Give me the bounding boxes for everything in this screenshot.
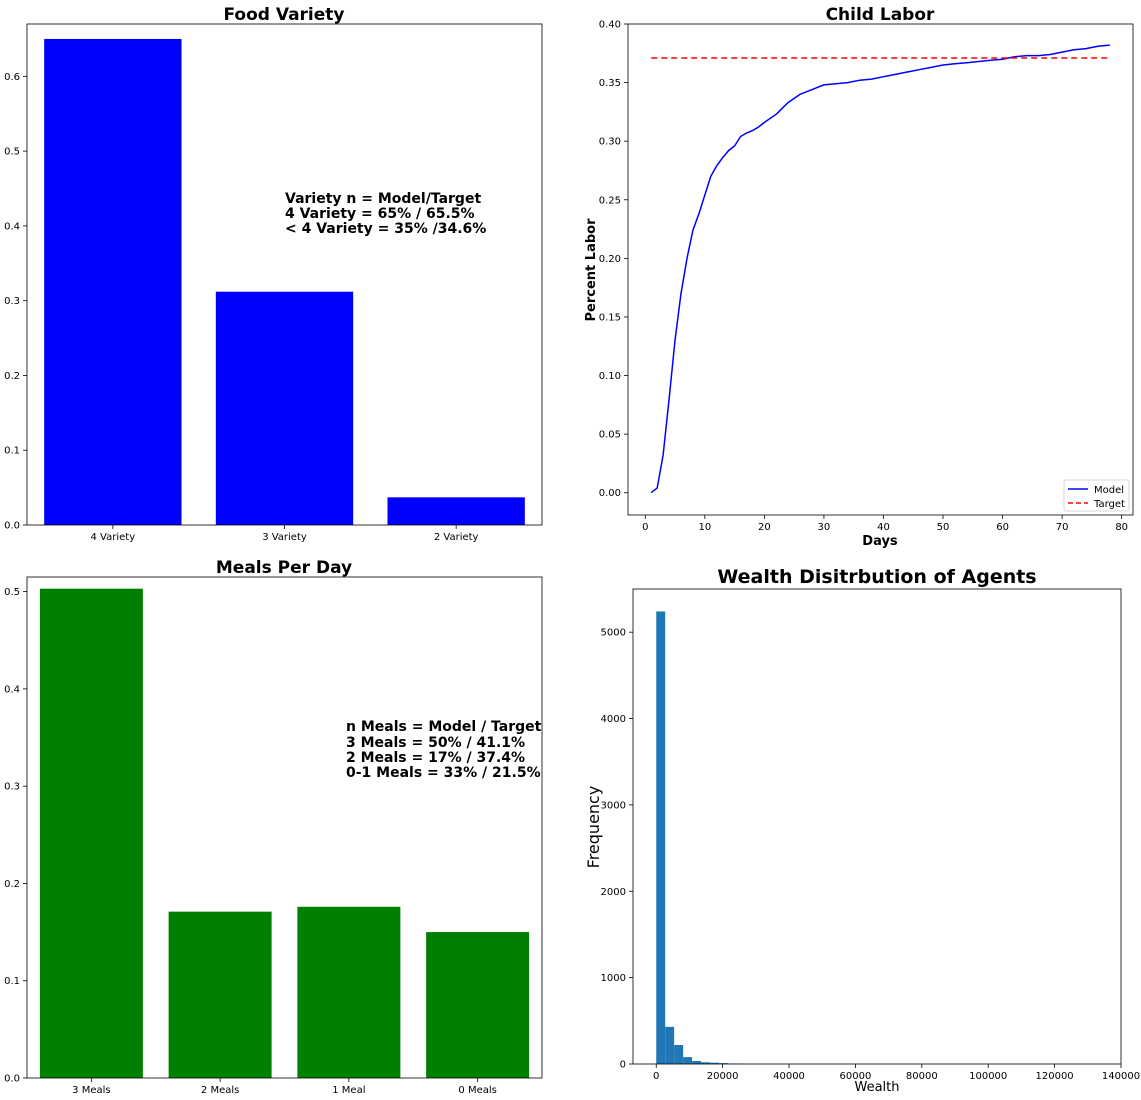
meals-bar [426, 932, 530, 1078]
food-variety-category-label: 2 Variety [434, 532, 479, 543]
meals-y-tick-label: 0.3 [4, 782, 20, 793]
wealth-histogram-bar [692, 1060, 702, 1064]
child-labor-y-tick-label: 0.15 [599, 312, 621, 323]
food-variety-category-label: 3 Variety [262, 532, 307, 543]
food-variety-annotation-line-3: < 4 Variety = 35% /34.6% [285, 221, 486, 237]
meals-bar [297, 906, 401, 1078]
food-variety-y-tick-label: 0.3 [4, 296, 20, 307]
food-variety-bar [387, 497, 525, 525]
meals-per-day-chart: Meals Per Day 0.0 0.1 0.2 0.3 0.4 0.5 3 Meals 2… [4, 558, 543, 1096]
child-labor-x-tick-label: 80 [1115, 522, 1128, 533]
child-labor-plot-frame [627, 23, 1134, 516]
child-labor-y-tick-label: 0.25 [599, 195, 621, 206]
child-labor-title: Child Labor [826, 5, 935, 25]
meals-per-day-plot-frame [26, 576, 543, 1079]
food-variety-plot-frame [26, 23, 543, 526]
wealth-distribution-chart: Wealth Disitrbution of Agents 0 1000 2000 3… [584, 566, 1140, 1095]
child-labor-model-line [650, 44, 1110, 494]
wealth-histogram-bar [683, 1057, 693, 1064]
meals-bar [39, 588, 143, 1078]
meals-annotation-line-3: 2 Meals = 17% / 37.4% [346, 750, 525, 766]
child-labor-legend: Model Target [1063, 479, 1130, 512]
wealth-y-tick-label: 0 [620, 1060, 626, 1071]
child-labor-y-tick-label: 0.30 [599, 137, 621, 148]
wealth-y-tick-label: 5000 [601, 628, 626, 639]
legend-target-label: Target [1093, 499, 1125, 510]
meals-category-label: 3 Meals [72, 1085, 110, 1096]
meals-category-label: 1 Meal [332, 1085, 365, 1096]
wealth-x-tick-label: 120000 [1036, 1071, 1074, 1082]
wealth-x-tick-label: 40000 [773, 1071, 805, 1082]
food-variety-y-tick-label: 0.1 [4, 446, 20, 457]
child-labor-x-tick-label: 0 [642, 522, 648, 533]
meals-annotation-line-2: 3 Meals = 50% / 41.1% [346, 735, 525, 751]
wealth-x-tick-label: 100000 [969, 1071, 1007, 1082]
child-labor-x-tick-label: 60 [996, 522, 1009, 533]
meals-category-label: 2 Meals [201, 1085, 239, 1096]
food-variety-y-tick-label: 0.0 [4, 521, 20, 532]
wealth-x-tick-label: 140000 [1102, 1071, 1140, 1082]
child-labor-y-tick-label: 0.00 [599, 488, 621, 499]
meals-category-label: 0 Meals [458, 1085, 496, 1096]
meals-y-tick-label: 0.5 [4, 587, 20, 598]
food-variety-y-tick-label: 0.4 [4, 221, 20, 232]
wealth-histogram-bar [665, 1026, 675, 1064]
wealth-plot-frame [632, 588, 1122, 1065]
child-labor-y-tick-label: 0.40 [599, 20, 621, 31]
wealth-distribution-title: Wealth Disitrbution of Agents [717, 566, 1036, 588]
child-labor-x-tick-label: 50 [937, 522, 950, 533]
child-labor-chart: Child Labor 0.00 0.05 0.10 0.15 0.20 0.25 0.30… [584, 5, 1134, 549]
wealth-y-tick-label: 4000 [601, 714, 626, 725]
meals-y-tick-label: 0.2 [4, 879, 20, 890]
child-labor-y-axis-label: Percent Labor [584, 218, 599, 322]
wealth-x-axis-label: Wealth [854, 1080, 899, 1095]
legend-model-label: Model [1094, 485, 1124, 496]
meals-y-tick-label: 0.1 [4, 976, 20, 987]
wealth-histogram-bar [701, 1062, 711, 1064]
wealth-histogram-bar [710, 1062, 719, 1064]
wealth-x-tick-label: 20000 [707, 1071, 739, 1082]
food-variety-y-tick-label: 0.2 [4, 371, 20, 382]
meals-y-tick-label: 0.0 [4, 1074, 20, 1085]
food-variety-bar [215, 291, 354, 525]
child-labor-y-tick-label: 0.10 [599, 371, 621, 382]
meals-y-tick-label: 0.4 [4, 684, 20, 695]
wealth-y-axis-label: Frequency [584, 786, 603, 869]
meals-per-day-title: Meals Per Day [216, 558, 352, 578]
food-variety-y-tick-label: 0.5 [4, 147, 20, 158]
child-labor-x-tick-label: 40 [877, 522, 890, 533]
wealth-y-tick-label: 1000 [601, 973, 626, 984]
wealth-histogram-bar [674, 1045, 684, 1064]
child-labor-y-tick-label: 0.20 [599, 254, 621, 265]
wealth-x-tick-label: 60000 [840, 1071, 872, 1082]
meals-annotation-line-1: n Meals = Model / Target [346, 719, 542, 735]
food-variety-annotation-line-1: Variety n = Model/Target [285, 191, 481, 207]
food-variety-category-label: 4 Variety [91, 532, 136, 543]
wealth-x-tick-label: 80000 [906, 1071, 938, 1082]
wealth-histogram-bar [656, 611, 666, 1064]
child-labor-x-tick-label: 20 [758, 522, 771, 533]
food-variety-bar [44, 38, 182, 525]
wealth-x-tick-label: 0 [653, 1071, 659, 1082]
meals-bar [168, 911, 272, 1078]
child-labor-x-tick-label: 70 [1056, 522, 1069, 533]
food-variety-y-tick-label: 0.6 [4, 72, 20, 83]
wealth-y-tick-label: 3000 [601, 800, 626, 811]
child-labor-y-tick-label: 0.05 [599, 430, 621, 441]
child-labor-x-tick-label: 30 [818, 522, 831, 533]
wealth-y-tick-label: 2000 [601, 887, 626, 898]
child-labor-x-axis-label: Days [862, 534, 898, 549]
wealth-histogram-bar [718, 1063, 728, 1064]
food-variety-chart: Food Variety 0.0 0.1 0.2 0.3 0.4 0.5 0.6 4 Vari… [4, 5, 543, 543]
meals-annotation-line-4: 0-1 Meals = 33% / 21.5% [346, 765, 541, 781]
child-labor-y-tick-label: 0.35 [599, 78, 621, 89]
food-variety-annotation-line-2: 4 Variety = 65% / 65.5% [285, 206, 475, 222]
child-labor-x-tick-label: 10 [698, 522, 711, 533]
food-variety-title: Food Variety [223, 5, 344, 25]
